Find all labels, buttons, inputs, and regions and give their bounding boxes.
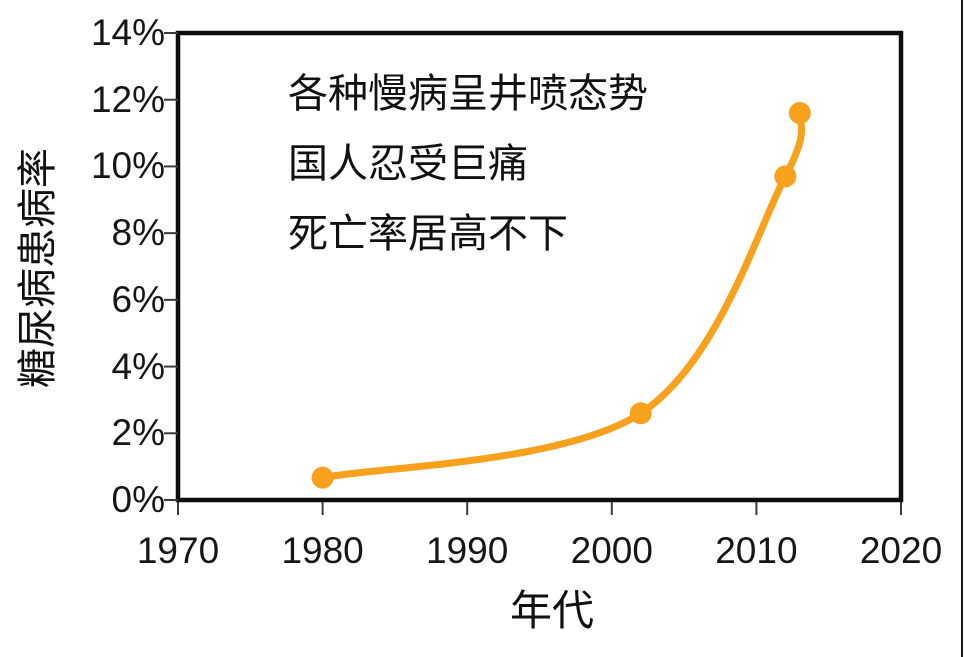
series-line — [319, 109, 806, 482]
y-tick-label: 4% — [111, 345, 165, 387]
y-tick-label: 0% — [111, 479, 165, 520]
image-right-edge-line — [961, 0, 963, 657]
x-tick-label: 2000 — [570, 530, 653, 571]
y-tick-label: 10% — [90, 145, 165, 187]
x-tick-label: 1990 — [426, 530, 509, 571]
annotation-line-2: 国人忍受巨痛 — [288, 141, 528, 186]
x-tick-label: 2010 — [715, 530, 798, 571]
y-tick-label: 6% — [111, 278, 165, 320]
y-tick-label: 8% — [111, 212, 165, 254]
data-point-marker — [788, 102, 811, 125]
annotation-line-3: 死亡率居高不下 — [288, 211, 568, 256]
data-point-marker — [629, 402, 652, 425]
data-point-marker — [311, 466, 334, 489]
y-tick-label: 2% — [111, 412, 165, 454]
x-tick-label: 1970 — [136, 530, 220, 571]
plot-border — [175, 30, 904, 503]
y-tick-label: 12% — [90, 78, 165, 120]
x-axis-title: 年代 — [509, 589, 594, 635]
x-tick-label: 1980 — [281, 530, 364, 571]
data-point-marker — [774, 165, 797, 188]
annotation-line-1: 各种慢病呈井喷态势 — [288, 71, 648, 116]
annotation-block: 各种慢病呈井喷态势 国人忍受巨痛 死亡率居高不下 — [288, 59, 648, 269]
x-tick-label: 2020 — [859, 530, 943, 571]
y-tick-label: 14% — [90, 12, 165, 53]
